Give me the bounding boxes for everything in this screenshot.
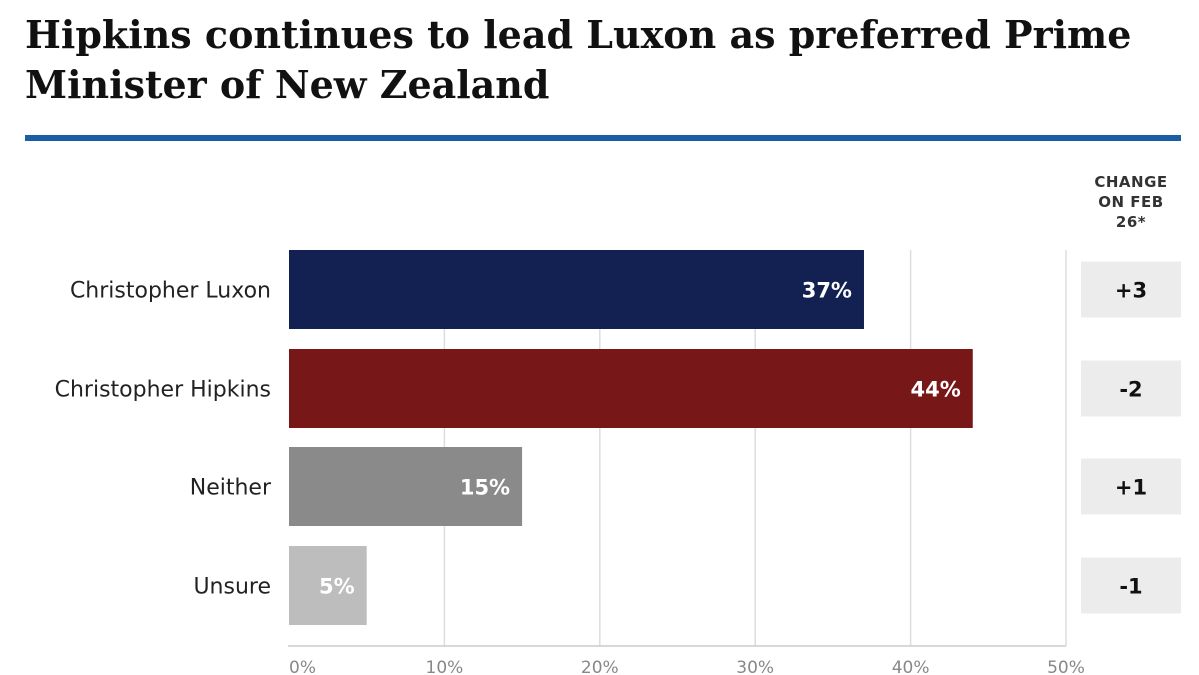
change-value: +1 (1115, 476, 1147, 500)
bar-value-label: 5% (319, 575, 355, 599)
change-value: +3 (1115, 279, 1147, 303)
change-value: -2 (1119, 378, 1142, 402)
change-header: CHANGE ON FEB 26* (1081, 172, 1181, 232)
bar-value-label: 37% (802, 279, 852, 303)
change-header-line: ON FEB (1098, 193, 1164, 211)
change-box (1081, 557, 1181, 614)
x-tick-label: 30% (736, 658, 774, 675)
x-tick-label: 10% (426, 658, 464, 675)
bar (289, 349, 973, 428)
bar-value-label: 44% (910, 378, 960, 402)
x-tick-label: 20% (581, 658, 619, 675)
change-box (1081, 360, 1181, 417)
category-label: Christopher Hipkins (55, 378, 271, 403)
bar (289, 250, 864, 329)
change-value: -1 (1119, 575, 1142, 599)
x-tick-label: 0% (289, 658, 316, 675)
category-label: Unsure (193, 575, 271, 600)
x-tick-label: 50% (1047, 658, 1085, 675)
category-label: Neither (190, 476, 272, 501)
chart-title: Hipkins continues to lead Luxon as prefe… (25, 12, 1132, 107)
bar-value-label: 15% (460, 476, 510, 500)
change-box (1081, 261, 1181, 318)
title-rule (25, 135, 1181, 141)
x-tick-label: 40% (892, 658, 930, 675)
change-header-line: 26* (1115, 213, 1147, 231)
category-label: Christopher Luxon (70, 279, 271, 304)
change-header-line: CHANGE (1094, 173, 1168, 191)
bar (289, 447, 523, 526)
change-box (1081, 458, 1181, 515)
bar (289, 546, 367, 625)
